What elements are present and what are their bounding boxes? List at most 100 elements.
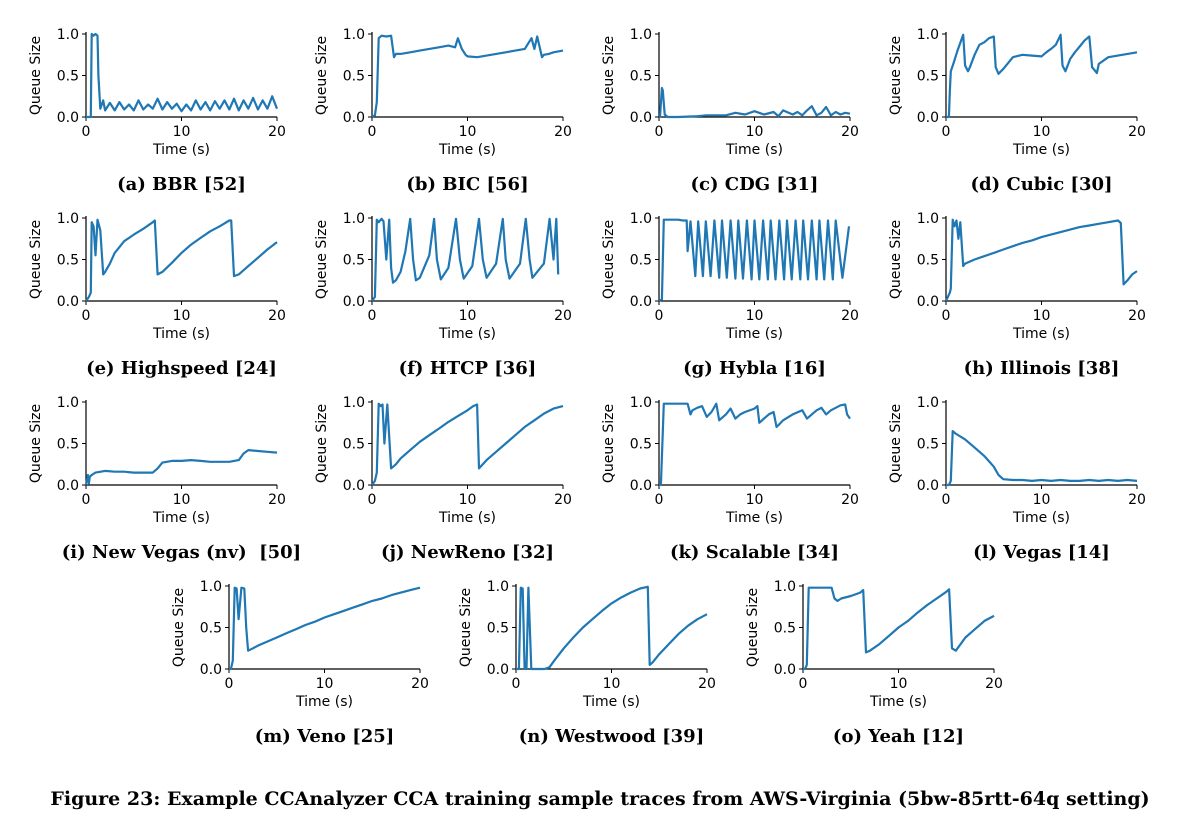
x-tick-label: 0: [368, 124, 377, 140]
x-tick-label: 10: [746, 308, 764, 324]
y-axis-label: Queue Size: [28, 220, 44, 299]
x-tick-label: 10: [603, 676, 621, 692]
chart-panel-hybla: 0.0 0.5 1.0 0 10 20 Time (s) Queue Size: [601, 211, 859, 342]
x-axis-label: Time (s): [582, 694, 640, 710]
y-tick-label: 1.0: [487, 579, 509, 595]
x-tick-label: 0: [368, 308, 377, 324]
x-tick-label: 20: [985, 676, 1003, 692]
y-axis-label: Queue Size: [28, 36, 44, 115]
chart-panel-yeah: 0.0 0.5 1.0 0 10 20 Time (s) Queue Size: [745, 579, 1003, 710]
series-line-newvegas: [84, 449, 278, 486]
y-tick-label: 1.0: [630, 27, 652, 43]
y-tick-label: 0.5: [917, 437, 939, 453]
x-tick-label: 20: [841, 124, 859, 140]
y-axis-label: Queue Size: [888, 220, 904, 299]
x-tick-label: 20: [1128, 124, 1146, 140]
x-axis-label: Time (s): [725, 142, 783, 158]
y-tick-label: 0.0: [200, 662, 222, 678]
subfigure-caption-cdg: (c) CDG [31]: [690, 174, 819, 195]
series-line-scalable: [659, 402, 851, 487]
y-tick-label: 1.0: [774, 579, 796, 595]
chart-panel-bic: 0.0 0.5 1.0 0 10 20 Time (s) Queue Size: [314, 27, 572, 158]
x-tick-label: 10: [1033, 492, 1051, 508]
y-tick-label: 0.0: [630, 294, 652, 310]
x-axis-label: Time (s): [295, 694, 353, 710]
y-axis-label: Queue Size: [601, 36, 617, 115]
y-tick-label: 0.5: [343, 69, 365, 85]
subfigure-caption-newreno: (j) NewReno [32]: [380, 542, 555, 563]
x-tick-label: 20: [268, 492, 286, 508]
y-tick-label: 1.0: [630, 395, 652, 411]
subfigure-caption-bbr: (a) BBR [52]: [117, 174, 246, 195]
series-line-westwood: [516, 585, 708, 671]
x-axis-label: Time (s): [152, 510, 210, 526]
chart-panel-veno: 0.0 0.5 1.0 0 10 20 Time (s) Queue Size: [171, 579, 429, 710]
x-tick-label: 0: [799, 676, 808, 692]
x-tick-label: 10: [1033, 308, 1051, 324]
x-tick-label: 10: [890, 676, 908, 692]
y-axis-label: Queue Size: [601, 404, 617, 483]
x-tick-label: 20: [554, 124, 572, 140]
x-tick-label: 20: [698, 676, 716, 692]
x-tick-label: 10: [173, 308, 191, 324]
y-axis-label: Queue Size: [601, 220, 617, 299]
x-tick-label: 10: [316, 676, 334, 692]
x-axis-label: Time (s): [1012, 326, 1070, 342]
y-tick-label: 0.0: [630, 110, 652, 126]
chart-panel-htcp: 0.0 0.5 1.0 0 10 20 Time (s) Queue Size: [314, 211, 572, 342]
x-tick-label: 10: [746, 492, 764, 508]
x-tick-label: 0: [655, 492, 664, 508]
chart-panel-cubic: 0.0 0.5 1.0 0 10 20 Time (s) Queue Size: [888, 27, 1146, 158]
y-axis-label: Queue Size: [888, 404, 904, 483]
subfigure-caption-vegas: (l) Vegas [14]: [973, 542, 1110, 563]
x-tick-label: 0: [655, 308, 664, 324]
x-tick-label: 20: [268, 308, 286, 324]
y-tick-label: 0.0: [917, 294, 939, 310]
subfigure-caption-scalable: (k) Scalable [34]: [669, 542, 840, 563]
y-tick-label: 0.5: [57, 253, 79, 269]
subfigure-caption-htcp: (f) HTCP [36]: [398, 358, 537, 379]
y-tick-label: 0.5: [487, 621, 509, 637]
chart-panel-cdg: 0.0 0.5 1.0 0 10 20 Time (s) Queue Size: [601, 27, 859, 158]
series-line-yeah: [803, 586, 995, 671]
x-tick-label: 10: [1033, 124, 1051, 140]
y-tick-label: 1.0: [917, 395, 939, 411]
x-axis-label: Time (s): [152, 142, 210, 158]
x-tick-label: 10: [459, 308, 477, 324]
x-axis-label: Time (s): [152, 326, 210, 342]
series-line-veno: [229, 586, 421, 671]
y-tick-label: 1.0: [57, 27, 79, 43]
subfigure-caption-hybla: (g) Hybla [16]: [683, 358, 826, 379]
series-line-htcp: [371, 217, 560, 302]
x-tick-label: 0: [82, 492, 91, 508]
y-tick-label: 0.0: [57, 478, 79, 494]
subfigure-caption-highspeed: (e) Highspeed [24]: [86, 358, 277, 379]
x-tick-label: 20: [841, 308, 859, 324]
x-tick-label: 0: [655, 124, 664, 140]
series-line-cdg: [658, 86, 851, 119]
y-tick-label: 0.0: [917, 110, 939, 126]
y-axis-label: Queue Size: [745, 588, 761, 667]
subfigure-caption-cubic: (d) Cubic [30]: [970, 174, 1113, 195]
y-tick-label: 0.5: [774, 621, 796, 637]
y-tick-label: 0.0: [630, 478, 652, 494]
chart-panel-vegas: 0.0 0.5 1.0 0 10 20 Time (s) Queue Size: [888, 395, 1146, 526]
series-line-highspeed: [85, 218, 278, 302]
y-axis-label: Queue Size: [314, 36, 330, 115]
y-tick-label: 0.5: [917, 253, 939, 269]
subfigure-caption-illinois: (h) Illinois [38]: [963, 358, 1120, 379]
y-tick-label: 0.5: [57, 69, 79, 85]
chart-panel-scalable: 0.0 0.5 1.0 0 10 20 Time (s) Queue Size: [601, 395, 859, 526]
x-axis-label: Time (s): [438, 326, 496, 342]
y-tick-label: 1.0: [200, 579, 222, 595]
x-tick-label: 10: [746, 124, 764, 140]
x-tick-label: 10: [173, 124, 191, 140]
y-axis-label: Queue Size: [314, 404, 330, 483]
x-axis-label: Time (s): [725, 510, 783, 526]
x-tick-label: 20: [554, 308, 572, 324]
x-tick-label: 0: [942, 124, 951, 140]
x-axis-label: Time (s): [1012, 510, 1070, 526]
x-axis-label: Time (s): [1012, 142, 1070, 158]
